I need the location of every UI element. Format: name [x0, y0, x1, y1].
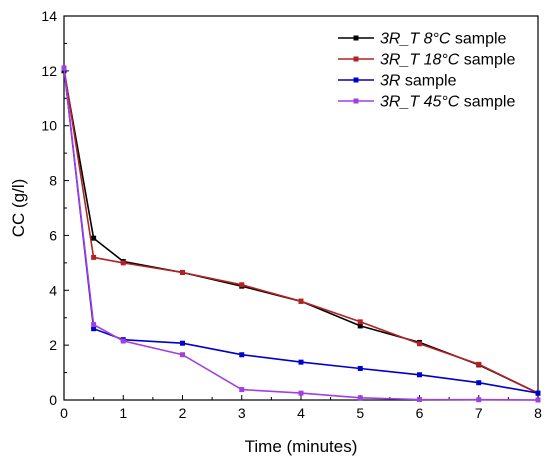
legend-item: 3R_T 18°C sample [338, 52, 515, 69]
data-point [357, 395, 363, 401]
legend-label-italic: 3R_T 18°C [380, 52, 460, 69]
series-1 [61, 65, 541, 396]
y-tick-label: 2 [49, 337, 57, 353]
x-tick-label: 2 [179, 405, 187, 421]
data-point [91, 322, 97, 328]
data-point [357, 323, 363, 329]
y-axis-title: CC (g/l) [9, 179, 28, 238]
data-point [476, 397, 482, 403]
data-point [239, 387, 245, 393]
x-tick-label: 5 [356, 405, 364, 421]
legend-marker [353, 56, 359, 62]
legend-item: 3R_T 45°C sample [338, 94, 515, 111]
legend-label-suffix: sample [459, 94, 515, 111]
data-point [180, 269, 185, 275]
series-3 [61, 65, 541, 403]
legend-label-italic: 3R [380, 73, 401, 90]
data-point [476, 361, 482, 367]
y-tick-label: 6 [49, 227, 57, 243]
y-tick-label: 8 [49, 173, 57, 189]
series-layer [61, 65, 541, 403]
x-tick-label: 7 [475, 405, 483, 421]
y-tick-label: 14 [41, 8, 57, 24]
data-point [239, 352, 245, 358]
legend-marker [353, 98, 359, 104]
y-tick-label: 0 [49, 392, 57, 408]
series-0 [61, 68, 541, 396]
plot-frame [63, 15, 539, 401]
x-tick-label: 8 [534, 405, 542, 421]
legend-label-suffix: sample [400, 73, 456, 90]
x-tick-label: 0 [60, 405, 68, 421]
data-point [417, 372, 422, 378]
data-point [61, 65, 67, 71]
data-point [239, 282, 245, 288]
series-2 [61, 65, 541, 396]
data-point [298, 298, 304, 304]
legend-label-italic: 3R_T 45°C [380, 94, 460, 111]
data-point [91, 254, 97, 260]
data-point [120, 338, 126, 344]
data-point [120, 260, 126, 266]
series-line [63, 67, 539, 394]
legend-label-italic: 3R_T 8°C [380, 31, 451, 48]
data-point [417, 396, 422, 402]
data-point [298, 359, 304, 365]
legend-item: 3R_T 8°C sample [338, 31, 507, 48]
legend-item: 3R sample [338, 73, 457, 90]
legend-label-suffix: sample [450, 31, 506, 48]
series-line [63, 68, 539, 401]
data-point [91, 235, 97, 241]
data-point [357, 319, 363, 325]
legend-label: 3R_T 18°C sample [380, 52, 515, 69]
data-point [298, 390, 304, 396]
y-tick-label: 12 [41, 63, 57, 79]
data-point [417, 341, 422, 347]
legend-label: 3R_T 45°C sample [380, 94, 515, 111]
legend-marker [353, 77, 359, 83]
x-tick-label: 1 [119, 405, 127, 421]
x-tick-label: 3 [238, 405, 246, 421]
data-point [535, 397, 541, 403]
data-point [535, 390, 541, 396]
legend-label: 3R_T 8°C sample [380, 31, 507, 48]
x-axis-title: Time (minutes) [245, 437, 358, 456]
data-point [180, 340, 185, 346]
y-tick-label: 10 [41, 118, 57, 134]
legend-label: 3R sample [380, 73, 457, 90]
legend-label-suffix: sample [459, 52, 515, 69]
data-point [91, 326, 97, 332]
legend-marker [353, 35, 359, 41]
data-point [357, 365, 363, 371]
data-point [476, 380, 482, 386]
x-tick-label: 6 [416, 405, 424, 421]
series-line [63, 70, 539, 394]
y-tick-label: 4 [49, 282, 57, 298]
data-point [180, 352, 185, 358]
series-line [63, 68, 539, 394]
x-tick-label: 4 [297, 405, 305, 421]
